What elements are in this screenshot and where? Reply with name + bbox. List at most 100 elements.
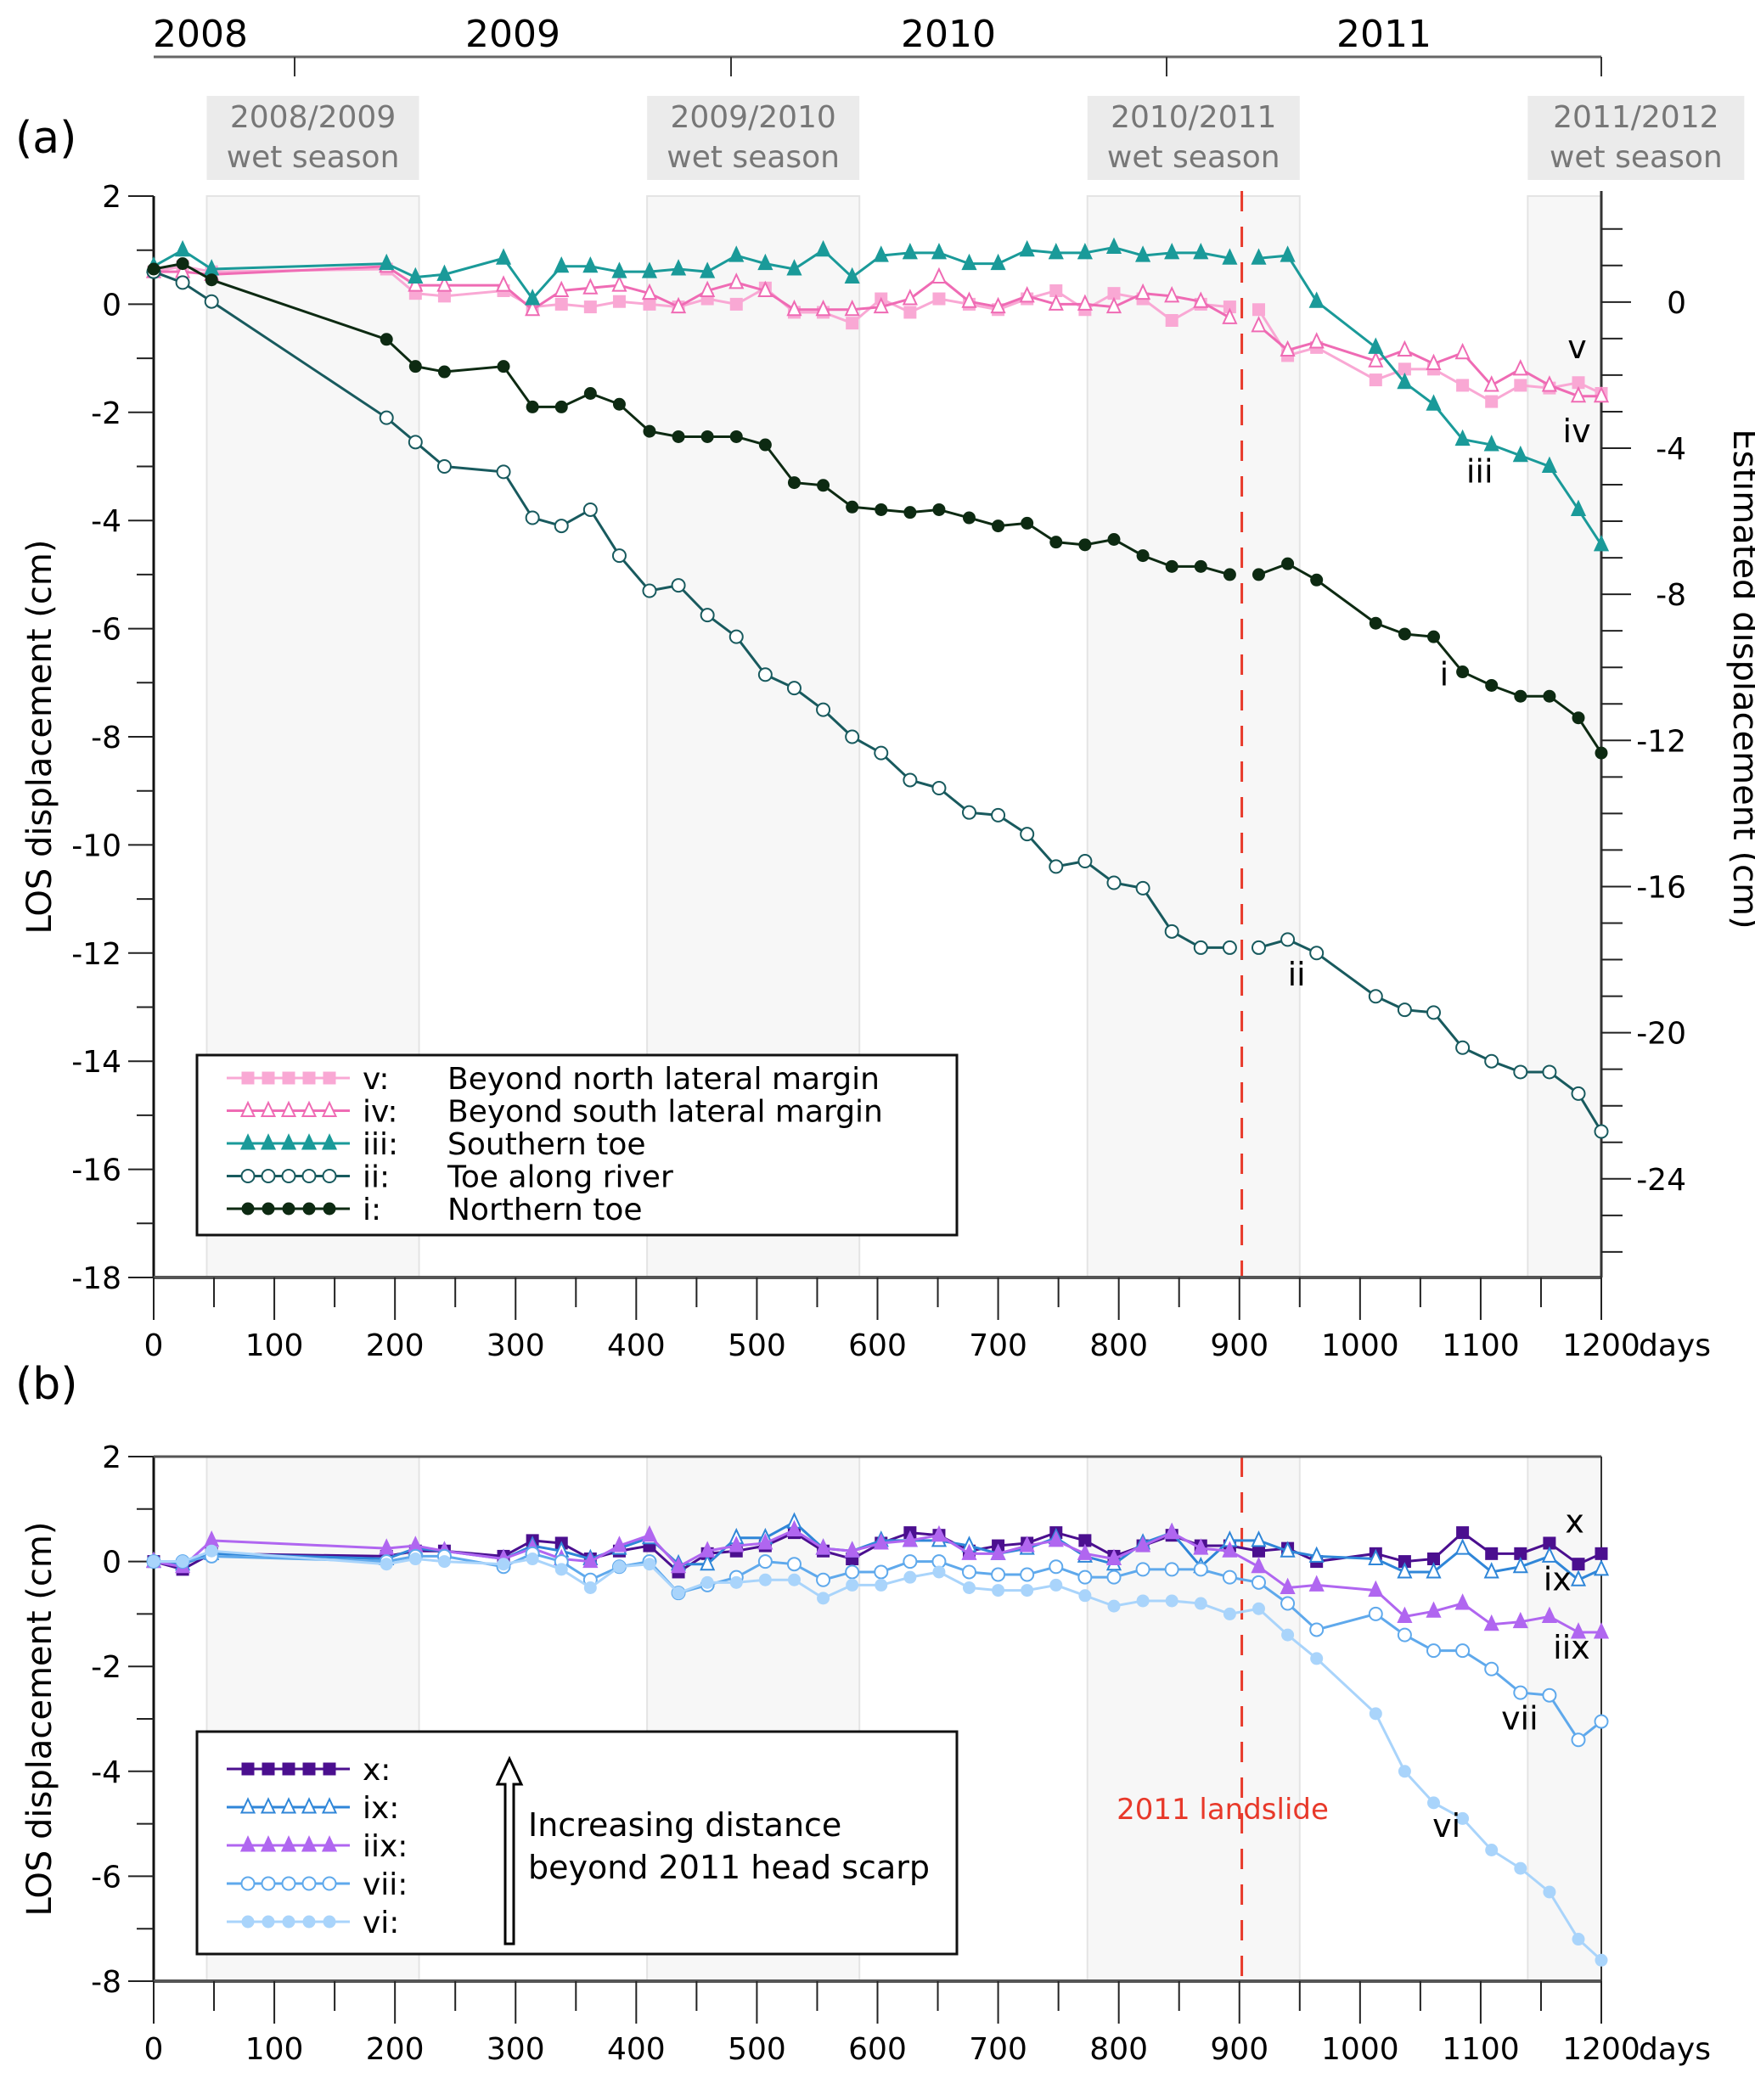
y2-tick-label: -12 bbox=[1636, 724, 1686, 759]
wet-season-label-years: 2010/2011 bbox=[1111, 100, 1276, 135]
data-point-ii bbox=[874, 745, 889, 761]
y-tick-label: 2 bbox=[102, 180, 121, 215]
data-point-vi bbox=[380, 1558, 393, 1571]
y2-tick-label: -8 bbox=[1656, 578, 1686, 613]
data-point-x bbox=[1078, 1534, 1092, 1547]
legend-item-vii: vii: bbox=[227, 1867, 408, 1902]
data-point-v bbox=[1456, 379, 1470, 392]
data-point-vii bbox=[1426, 1643, 1442, 1659]
wet-season-label-years: 2011/2012 bbox=[1553, 100, 1718, 135]
data-point-iv bbox=[931, 267, 948, 284]
x-tick-label: 400 bbox=[607, 2032, 666, 2067]
data-point-i bbox=[643, 424, 656, 438]
legend-marker-vii bbox=[322, 1876, 337, 1891]
data-point-v bbox=[643, 297, 656, 311]
data-point-v bbox=[1398, 362, 1411, 376]
legend-marker-ii bbox=[240, 1169, 256, 1183]
data-point-iix bbox=[1193, 1538, 1209, 1555]
y-tick-label: -18 bbox=[71, 1261, 121, 1296]
x-tick-label: 300 bbox=[487, 1328, 545, 1363]
y2-tick-label: -16 bbox=[1636, 870, 1686, 905]
data-point-vi bbox=[1595, 1953, 1608, 1967]
data-point-ii bbox=[816, 702, 831, 717]
data-point-x bbox=[1485, 1547, 1499, 1560]
data-point-vii bbox=[786, 1557, 802, 1572]
data-point-iii bbox=[1483, 435, 1499, 452]
data-point-i bbox=[932, 503, 946, 516]
data-point-iix bbox=[873, 1533, 889, 1550]
data-point-ii bbox=[496, 464, 511, 480]
data-point-iv bbox=[1512, 358, 1528, 376]
y-tick-label: -8 bbox=[91, 1965, 121, 2000]
legend-marker-iii bbox=[260, 1133, 277, 1150]
legend-marker-i bbox=[241, 1202, 255, 1216]
legend-label-v: Beyond north lateral margin bbox=[447, 1062, 880, 1097]
data-point-i bbox=[612, 397, 626, 411]
data-point-vii bbox=[1020, 1567, 1035, 1582]
wet-season-label-years: 2009/2010 bbox=[670, 100, 835, 135]
data-point-i bbox=[147, 262, 160, 276]
data-point-vi bbox=[583, 1581, 597, 1594]
x-tick-label: 900 bbox=[1210, 2032, 1268, 2067]
data-point-iv bbox=[1164, 285, 1180, 303]
legend-key-i: i: bbox=[363, 1193, 381, 1227]
data-point-vi bbox=[1572, 1933, 1585, 1946]
data-point-iv bbox=[1251, 316, 1267, 333]
data-point-vi bbox=[612, 1560, 626, 1574]
data-point-vi bbox=[903, 1570, 917, 1584]
y2-axis-label-a: Estimated displacement (cm) bbox=[1725, 429, 1755, 929]
data-point-vi bbox=[1310, 1652, 1324, 1665]
data-point-iii bbox=[1454, 429, 1471, 446]
wet-season-band bbox=[1086, 1456, 1301, 1982]
data-point-iii bbox=[990, 253, 1006, 271]
data-point-ii bbox=[1106, 875, 1122, 890]
y-tick-label: -14 bbox=[71, 1045, 121, 1080]
data-point-i bbox=[817, 479, 830, 492]
data-point-i bbox=[205, 273, 218, 287]
wet-season-band bbox=[1086, 195, 1301, 1278]
x-tick-label: 0 bbox=[144, 1328, 164, 1363]
data-point-i bbox=[176, 257, 189, 271]
data-point-iii bbox=[700, 261, 716, 278]
data-point-i bbox=[758, 438, 772, 452]
data-point-ii bbox=[1280, 932, 1296, 947]
data-point-x bbox=[1514, 1547, 1527, 1560]
x-tick-label: 600 bbox=[848, 1328, 907, 1363]
data-point-iv bbox=[757, 280, 773, 297]
legend-marker-vi bbox=[282, 1915, 295, 1929]
legend-marker-ii bbox=[261, 1169, 276, 1183]
data-point-i bbox=[1021, 516, 1034, 530]
legend-marker-vi bbox=[241, 1915, 255, 1929]
data-point-v bbox=[1369, 373, 1382, 387]
x-tick-label: 0 bbox=[144, 2032, 164, 2067]
data-point-ii bbox=[204, 294, 219, 309]
data-point-iii bbox=[873, 245, 889, 262]
data-point-iii bbox=[1251, 248, 1267, 265]
x-tick-label: 600 bbox=[848, 2032, 907, 2067]
year-label: 2009 bbox=[465, 13, 560, 56]
data-point-v bbox=[1572, 376, 1585, 390]
data-point-iv bbox=[1593, 385, 1610, 403]
data-point-iii bbox=[1019, 239, 1035, 257]
data-point-vii bbox=[1368, 1606, 1383, 1621]
data-point-vii bbox=[1106, 1569, 1122, 1585]
data-point-iix bbox=[1308, 1575, 1325, 1592]
data-point-i bbox=[1310, 573, 1324, 587]
data-point-ii bbox=[1571, 1086, 1586, 1101]
data-point-iix bbox=[757, 1533, 773, 1550]
y-tick-label: 0 bbox=[102, 288, 121, 323]
data-point-iii bbox=[786, 259, 802, 276]
legend-marker-v bbox=[302, 1071, 316, 1085]
legend-marker-ix bbox=[301, 1797, 318, 1814]
data-point-iii bbox=[757, 253, 773, 271]
data-point-vi bbox=[1281, 1628, 1295, 1642]
data-point-vii bbox=[757, 1554, 773, 1569]
data-point-i bbox=[672, 430, 685, 443]
data-point-iv bbox=[786, 299, 802, 317]
data-point-iii bbox=[379, 253, 395, 271]
legend-annotation-line: Increasing distance bbox=[528, 1806, 841, 1844]
legend-marker-x bbox=[241, 1762, 255, 1776]
data-point-vii bbox=[1164, 1562, 1179, 1577]
data-point-vi bbox=[846, 1578, 859, 1592]
data-point-vi bbox=[787, 1573, 801, 1586]
